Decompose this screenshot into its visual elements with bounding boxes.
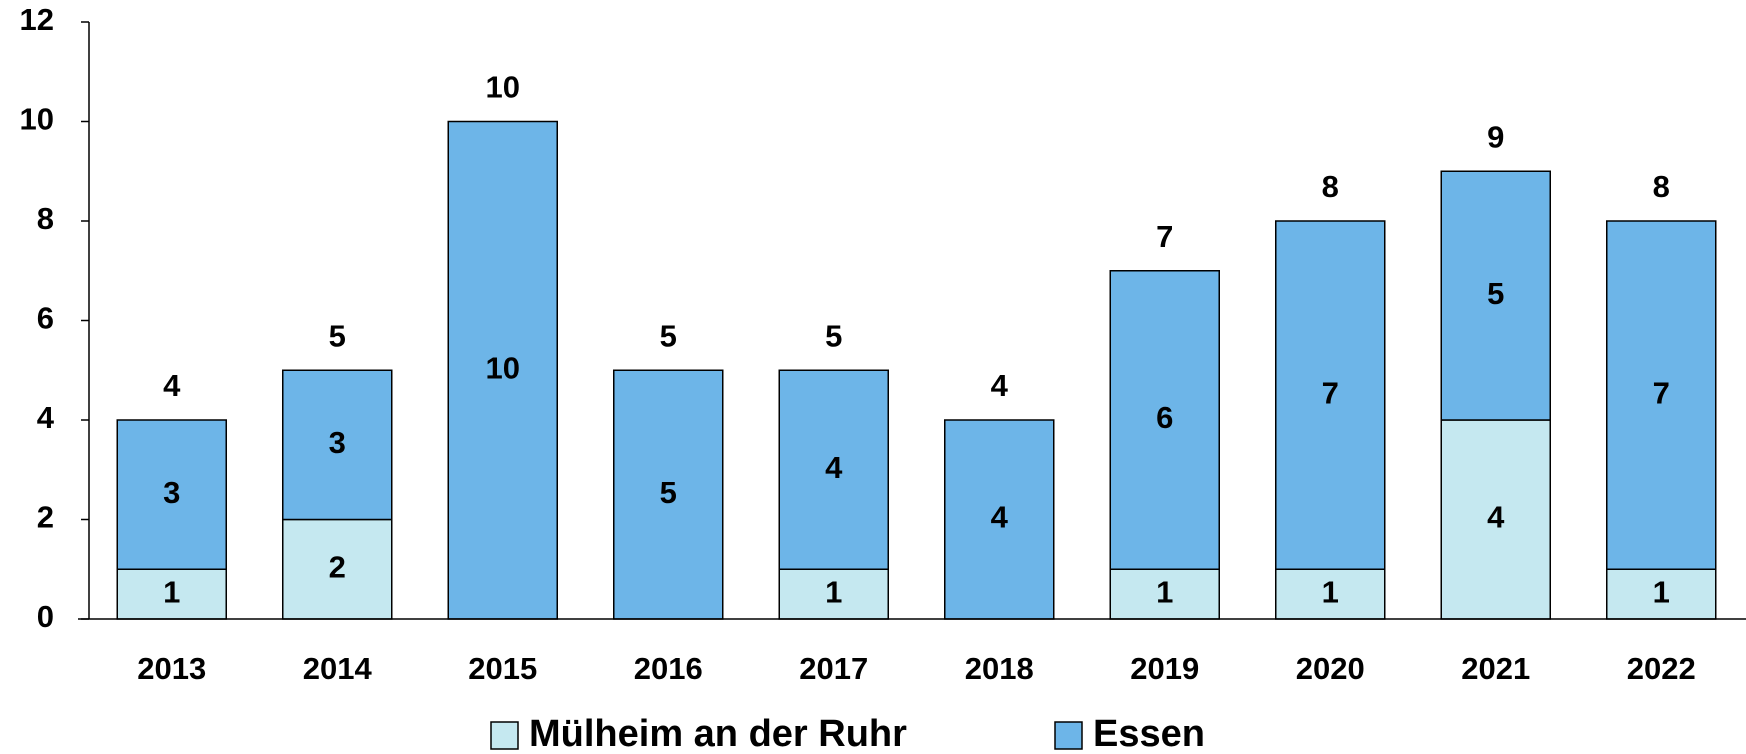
data-label: 1 <box>1156 574 1173 609</box>
x-tick-label: 2016 <box>634 651 703 686</box>
total-label: 10 <box>486 70 520 105</box>
legend-swatch <box>490 721 519 750</box>
total-label: 5 <box>329 318 346 353</box>
bar-segment <box>282 518 393 620</box>
total-label: 9 <box>1487 119 1504 154</box>
bar-segment <box>116 568 227 620</box>
x-tick-label: 2021 <box>1461 651 1530 686</box>
data-label: 1 <box>1653 574 1670 609</box>
legend-swatch <box>1054 721 1083 750</box>
bar-segment <box>282 369 393 521</box>
data-label: 10 <box>486 350 520 385</box>
bar-segment <box>778 369 889 570</box>
data-label: 5 <box>660 475 677 510</box>
y-tick-label: 4 <box>37 400 55 435</box>
data-label: 1 <box>1322 574 1339 609</box>
total-label: 8 <box>1653 169 1670 204</box>
y-tick-label: 0 <box>37 599 54 634</box>
x-tick-label: 2022 <box>1627 651 1696 686</box>
legend-label: Mülheim an der Ruhr <box>529 713 907 754</box>
data-label: 7 <box>1653 375 1670 410</box>
data-label: 1 <box>825 574 842 609</box>
data-label: 3 <box>163 475 180 510</box>
y-tick-label: 8 <box>37 201 54 236</box>
y-tick-label: 10 <box>20 102 54 137</box>
total-label: 4 <box>991 368 1009 403</box>
x-tick-label: 2018 <box>965 651 1034 686</box>
data-label: 2 <box>329 549 346 584</box>
data-label: 4 <box>991 500 1009 535</box>
bar-segment <box>613 369 724 620</box>
x-tick-label: 2019 <box>1130 651 1199 686</box>
bar-segment <box>1109 270 1220 570</box>
y-tick-label: 12 <box>20 2 54 37</box>
x-tick-label: 2015 <box>468 651 537 686</box>
bar-segment <box>1275 220 1386 570</box>
bar-segment <box>447 120 558 620</box>
bar-segment <box>1109 568 1220 620</box>
total-label: 5 <box>825 318 842 353</box>
bar-segment <box>1440 170 1551 421</box>
x-tick-label: 2013 <box>137 651 206 686</box>
data-label: 1 <box>163 574 180 609</box>
bar-segment <box>1606 220 1717 570</box>
total-label: 8 <box>1322 169 1339 204</box>
y-tick-label: 2 <box>37 500 54 535</box>
legend-label: Essen <box>1093 713 1205 754</box>
data-label: 6 <box>1156 400 1173 435</box>
y-tick-label: 6 <box>37 301 54 336</box>
data-label: 5 <box>1487 276 1504 311</box>
bar-segment <box>116 419 227 570</box>
total-label: 7 <box>1156 219 1173 254</box>
data-label: 7 <box>1322 375 1339 410</box>
data-label: 3 <box>329 425 346 460</box>
x-tick-label: 2020 <box>1296 651 1365 686</box>
x-tick-label: 2014 <box>303 651 373 686</box>
total-label: 4 <box>163 368 181 403</box>
data-label: 4 <box>825 450 843 485</box>
data-label: 4 <box>1487 500 1505 535</box>
total-label: 5 <box>660 318 677 353</box>
x-tick-label: 2017 <box>799 651 868 686</box>
